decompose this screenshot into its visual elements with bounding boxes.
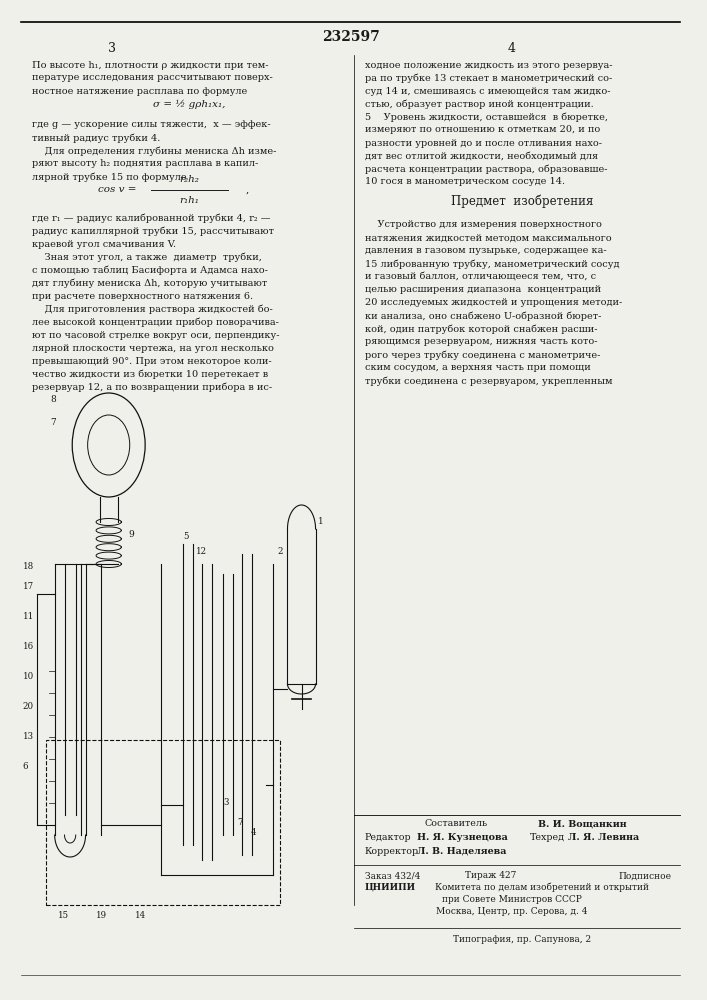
Text: 1: 1 xyxy=(317,517,323,526)
Text: Москва, Центр, пр. Серова, д. 4: Москва, Центр, пр. Серова, д. 4 xyxy=(436,908,588,916)
Text: ра по трубке 13 стекает в манометрический со-: ра по трубке 13 стекает в манометрически… xyxy=(365,73,612,83)
Text: Предмет  изобретения: Предмет изобретения xyxy=(451,195,594,208)
Text: 20: 20 xyxy=(23,702,33,711)
Text: 10: 10 xyxy=(23,672,34,681)
Text: 3: 3 xyxy=(223,798,228,807)
Text: 13: 13 xyxy=(23,732,33,741)
Text: 7: 7 xyxy=(50,418,57,427)
Text: чество жидкости из бюретки 10 перетекает в: чество жидкости из бюретки 10 перетекает… xyxy=(32,370,268,379)
Text: Подписное: Подписное xyxy=(619,871,672,880)
Text: Л. Я. Левина: Л. Я. Левина xyxy=(568,834,639,842)
Text: 10 гося в манометрическом сосуде 14.: 10 гося в манометрическом сосуде 14. xyxy=(365,178,565,186)
Text: 9: 9 xyxy=(129,530,134,539)
Text: при Совете Министров СССР: при Совете Министров СССР xyxy=(442,896,582,904)
Text: дят вес отлитой жидкости, необходимый для: дят вес отлитой жидкости, необходимый дл… xyxy=(365,151,597,160)
Text: рого через трубку соединена с манометриче-: рого через трубку соединена с манометрич… xyxy=(365,350,600,360)
Text: краевой угол смачивания V.: краевой угол смачивания V. xyxy=(32,240,175,249)
Text: ряющимся резервуаром, нижняя часть кото-: ряющимся резервуаром, нижняя часть кото- xyxy=(365,337,597,346)
Text: ,: , xyxy=(245,185,249,194)
Text: разности уровней до и после отливания нахо-: разности уровней до и после отливания на… xyxy=(365,138,602,147)
Text: Для приготовления раствора жидкостей бо-: Для приготовления раствора жидкостей бо- xyxy=(32,305,272,314)
Text: 4: 4 xyxy=(251,828,257,837)
Text: cos v =: cos v = xyxy=(98,185,136,194)
Text: резервуар 12, а по возвращении прибора в ис-: резервуар 12, а по возвращении прибора в… xyxy=(32,383,271,392)
Text: давления в газовом пузырьке, содержащее ка-: давления в газовом пузырьке, содержащее … xyxy=(365,246,607,255)
Text: 15: 15 xyxy=(57,911,69,920)
Text: ки анализа, оно снабжено U-образной бюрет-: ки анализа, оно снабжено U-образной бюре… xyxy=(365,311,601,321)
Text: измеряют по отношению к отметкам 20, и по: измеряют по отношению к отметкам 20, и п… xyxy=(365,125,600,134)
Text: и газовый баллон, отличающееся тем, что, с: и газовый баллон, отличающееся тем, что,… xyxy=(365,272,596,281)
Text: целью расширения диапазона  концентраций: целью расширения диапазона концентраций xyxy=(365,285,601,294)
Text: σ = ½ gρh₁x₁,: σ = ½ gρh₁x₁, xyxy=(153,99,226,109)
Text: Типография, пр. Сапунова, 2: Типография, пр. Сапунова, 2 xyxy=(453,936,592,944)
Text: Тираж 427: Тираж 427 xyxy=(465,871,517,880)
Text: дят глубину мениска Δh, которую учитывают: дят глубину мениска Δh, которую учитываю… xyxy=(32,279,267,288)
Text: Редактор: Редактор xyxy=(365,834,411,842)
Text: Для определения глубины мениска Δh изме-: Для определения глубины мениска Δh изме- xyxy=(32,146,276,156)
Text: лярной трубке 15 по формуле: лярной трубке 15 по формуле xyxy=(32,172,186,182)
Bar xyxy=(45,740,281,905)
Text: пературе исследования рассчитывают поверх-: пературе исследования рассчитывают повер… xyxy=(32,74,272,83)
Text: Корректор: Корректор xyxy=(365,846,419,856)
Text: Комитета по делам изобретений и открытий: Комитета по делам изобретений и открытий xyxy=(435,882,649,892)
Text: r₂h₂: r₂h₂ xyxy=(180,175,199,184)
Text: Зная этот угол, а также  диаметр  трубки,: Зная этот угол, а также диаметр трубки, xyxy=(32,253,262,262)
Text: 18: 18 xyxy=(23,562,34,571)
Text: ходное положение жидкость из этого резервуа-: ходное положение жидкость из этого резер… xyxy=(365,60,612,70)
Text: Устройство для измерения поверхностного: Устройство для измерения поверхностного xyxy=(365,220,602,229)
Text: 15 либрованную трубку, манометрический сосуд: 15 либрованную трубку, манометрический с… xyxy=(365,259,619,269)
Text: расчета концентрации раствора, образовавше-: расчета концентрации раствора, образовав… xyxy=(365,164,607,174)
Text: 6: 6 xyxy=(23,762,28,771)
Text: превышающий 90°. При этом некоторое коли-: превышающий 90°. При этом некоторое коли… xyxy=(32,357,271,366)
Text: 7: 7 xyxy=(237,818,243,827)
Text: Л. В. Наделяева: Л. В. Наделяева xyxy=(417,846,507,856)
Text: с помощью таблиц Басифорта и Адамса нахо-: с помощью таблиц Басифорта и Адамса нахо… xyxy=(32,266,267,275)
Text: В. И. Вощанкин: В. И. Вощанкин xyxy=(538,820,626,828)
Text: Техред: Техред xyxy=(530,834,564,842)
Text: лее высокой концентрации прибор поворачива-: лее высокой концентрации прибор поворачи… xyxy=(32,318,279,327)
Text: По высоте h₁, плотности ρ жидкости при тем-: По высоте h₁, плотности ρ жидкости при т… xyxy=(32,60,268,70)
Text: 16: 16 xyxy=(23,642,33,651)
Text: 19: 19 xyxy=(96,911,107,920)
Text: 5    Уровень жидкости, оставшейся  в бюретке,: 5 Уровень жидкости, оставшейся в бюретке… xyxy=(365,112,607,122)
Text: стью, образует раствор иной концентрации.: стью, образует раствор иной концентрации… xyxy=(365,99,593,109)
Text: где r₁ — радиус калиброванной трубки 4, r₂ —: где r₁ — радиус калиброванной трубки 4, … xyxy=(32,214,270,223)
Text: 12: 12 xyxy=(197,547,207,556)
Text: Н. Я. Кузнецова: Н. Я. Кузнецова xyxy=(417,834,508,842)
Text: трубки соединена с резервуаром, укрепленным: трубки соединена с резервуаром, укреплен… xyxy=(365,376,612,386)
Text: ЦНИИПИ: ЦНИИПИ xyxy=(365,882,416,892)
Text: лярной плоскости чертежа, на угол несколько: лярной плоскости чертежа, на угол нескол… xyxy=(32,344,274,353)
Text: 11: 11 xyxy=(23,612,34,621)
Text: 20 исследуемых жидкостей и упрощения методи-: 20 исследуемых жидкостей и упрощения мет… xyxy=(365,298,622,307)
Text: радиус капиллярной трубки 15, рассчитывают: радиус капиллярной трубки 15, рассчитыва… xyxy=(32,227,274,236)
Text: ют по часовой стрелке вокруг оси, перпендику-: ют по часовой стрелке вокруг оси, перпен… xyxy=(32,331,279,340)
Text: Составитель: Составитель xyxy=(424,820,487,828)
Text: кой, один патрубок которой снабжен расши-: кой, один патрубок которой снабжен расши… xyxy=(365,324,597,334)
Text: Заказ 432/4: Заказ 432/4 xyxy=(365,871,420,880)
Text: при расчете поверхностного натяжения 6.: при расчете поверхностного натяжения 6. xyxy=(32,292,252,301)
Text: натяжения жидкостей методом максимального: натяжения жидкостей методом максимальног… xyxy=(365,233,612,242)
Text: 3: 3 xyxy=(108,41,116,54)
Text: суд 14 и, смешиваясь с имеющейся там жидко-: суд 14 и, смешиваясь с имеющейся там жид… xyxy=(365,87,610,96)
Text: 17: 17 xyxy=(23,582,33,591)
Text: тивный радиус трубки 4.: тивный радиус трубки 4. xyxy=(32,133,160,143)
Text: 14: 14 xyxy=(134,911,146,920)
Text: 2: 2 xyxy=(277,547,283,556)
Text: ностное натяжение расплава по формуле: ностное натяжение расплава по формуле xyxy=(32,87,247,96)
Text: где g — ускорение силы тяжести,  x — эффек-: где g — ускорение силы тяжести, x — эффе… xyxy=(32,120,270,129)
Text: ряют высоту h₂ поднятия расплава в капил-: ряют высоту h₂ поднятия расплава в капил… xyxy=(32,159,258,168)
Text: 8: 8 xyxy=(50,395,57,404)
Text: ским сосудом, а верхняя часть при помощи: ским сосудом, а верхняя часть при помощи xyxy=(365,363,590,372)
Text: 5: 5 xyxy=(184,532,189,541)
Text: 4: 4 xyxy=(508,41,516,54)
Text: r₁h₁: r₁h₁ xyxy=(180,196,199,205)
Text: 232597: 232597 xyxy=(322,30,380,44)
